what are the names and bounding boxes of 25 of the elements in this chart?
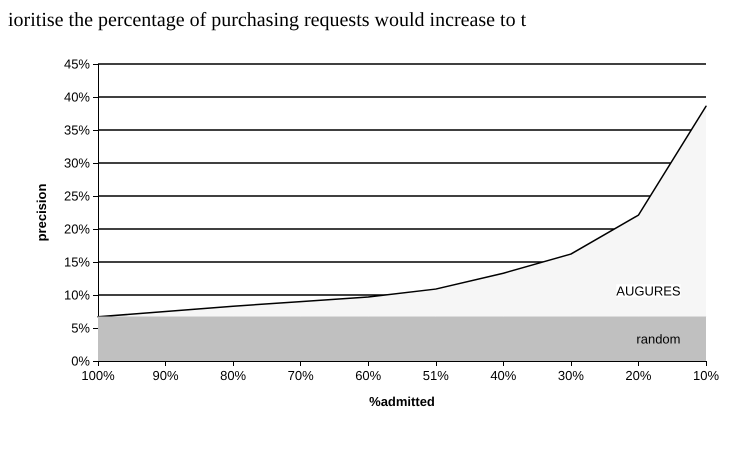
series-label: random (636, 331, 680, 346)
x-tick-label: 60% (355, 368, 382, 383)
x-tick-label: 90% (152, 368, 179, 383)
y-tick-label: 15% (64, 254, 90, 270)
y-tick-label: 20% (64, 222, 90, 236)
y-tick-label: 10% (64, 288, 90, 302)
series-label: AUGURES (616, 283, 681, 298)
x-tick-label: 70% (288, 368, 314, 383)
y-tick-label: 0% (71, 354, 90, 368)
y-tick-label: 45% (64, 56, 90, 72)
x-tick-label: 51% (422, 368, 450, 383)
x-tick-label: 30% (558, 368, 584, 383)
x-tick-label: 10% (692, 368, 720, 383)
x-tick-label: 80% (220, 368, 247, 383)
y-tick-label: 25% (64, 188, 90, 204)
x-tick-label: 100% (81, 368, 116, 383)
y-tick-label: 35% (64, 122, 90, 138)
x-tick-label: 20% (625, 368, 652, 383)
x-tick-label: 40% (490, 368, 517, 383)
text: ioritise the percentage of purchasing requests would increase to t (8, 9, 527, 31)
y-tick-label: 30% (64, 156, 90, 170)
y-tick-label: 40% (64, 90, 90, 104)
x-axis-title: %admitted (369, 394, 435, 409)
y-tick-label: 5% (71, 320, 90, 336)
y-axis-title: precision (34, 184, 49, 242)
